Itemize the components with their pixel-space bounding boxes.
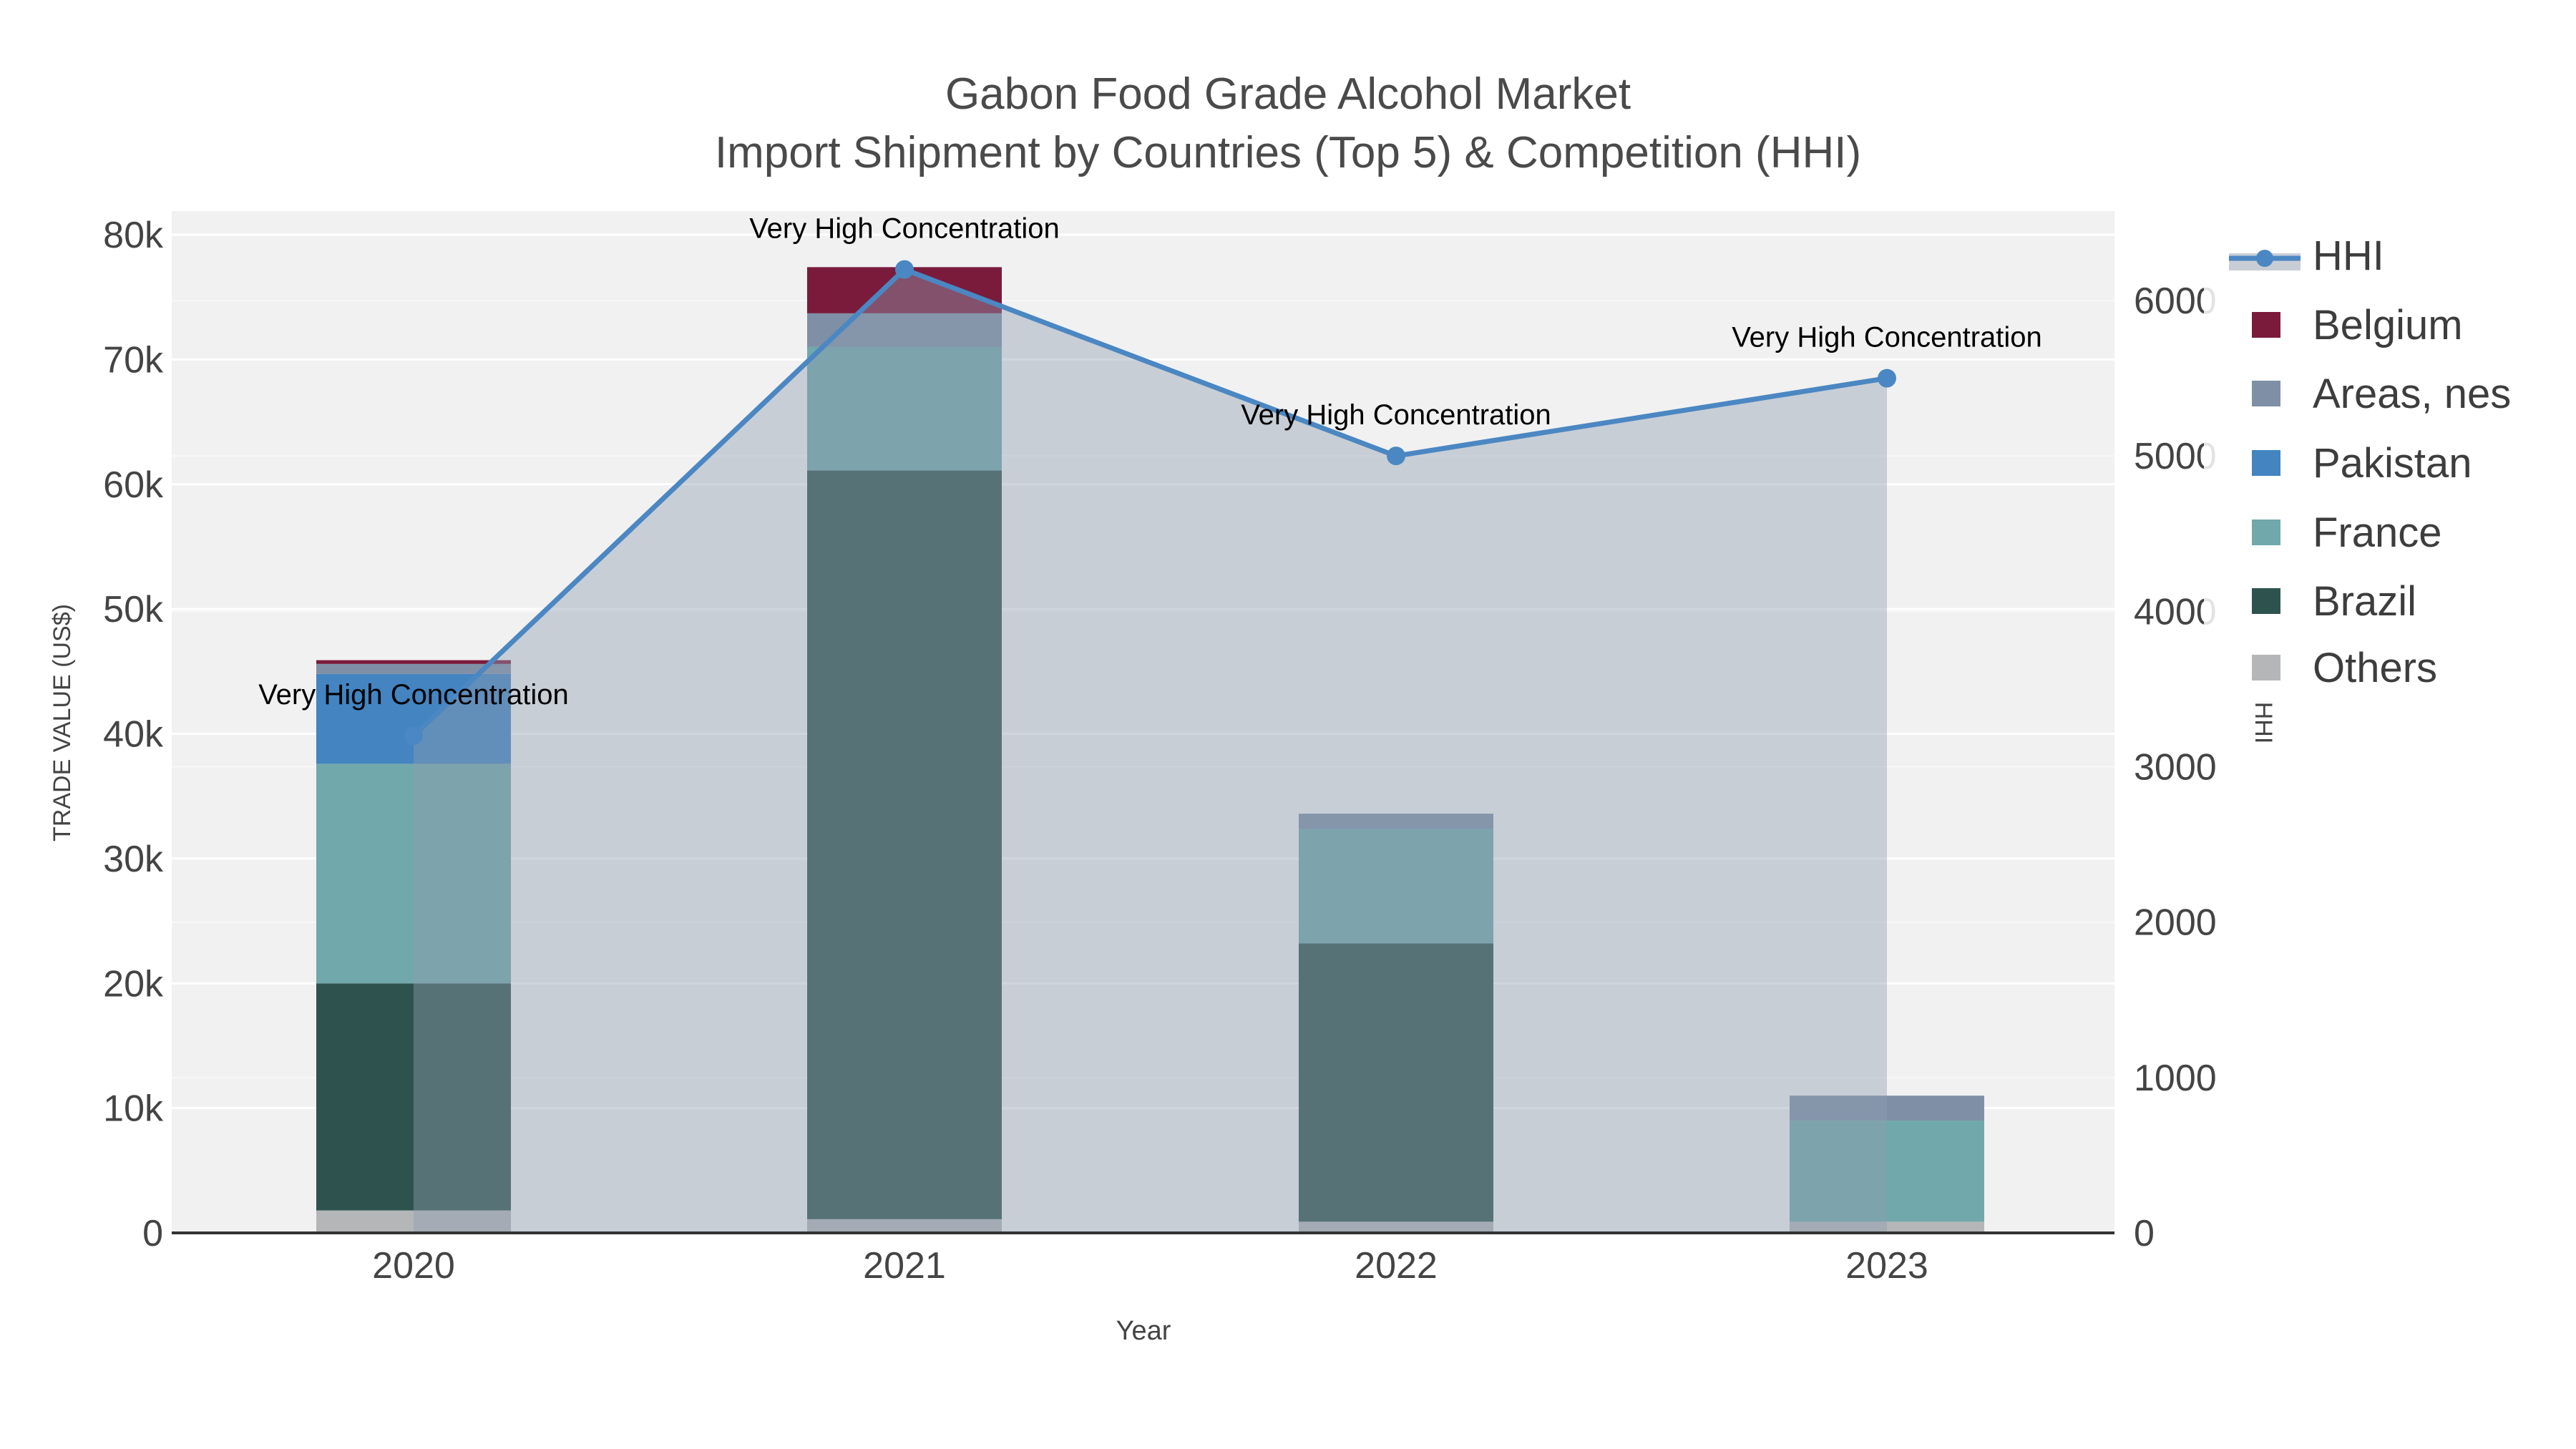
annotation-2020: Very High Concentration <box>258 679 569 711</box>
legend-label-hhi: HHI <box>2313 233 2384 279</box>
hhi-marker-2021[interactable] <box>895 260 914 279</box>
bar-segment-france-2021[interactable] <box>807 346 1002 471</box>
y-right-tick-5000: 5000 <box>2134 436 2217 477</box>
y-right-tick-1000: 1000 <box>2134 1058 2217 1099</box>
bar-segment-areas-nes-2020[interactable] <box>316 663 511 674</box>
legend-swatch-areas-nes <box>2252 381 2280 406</box>
y-right-axis-title: HHI <box>2250 702 2277 744</box>
y-right-tick-4000: 4000 <box>2134 591 2217 633</box>
legend-label-areas-nes: Areas, nes <box>2313 371 2511 417</box>
y-left-tick-30k: 30k <box>103 839 164 880</box>
legend-item-belgium[interactable]: Belgium <box>2252 302 2463 348</box>
x-tick-2020: 2020 <box>372 1245 455 1287</box>
legend-item-france[interactable]: France <box>2252 509 2442 556</box>
legend-label-belgium: Belgium <box>2313 302 2463 348</box>
bar-segment-france-2023[interactable] <box>1790 1121 1984 1222</box>
legend-swatch-pakistan <box>2252 450 2280 476</box>
bar-segment-areas-nes-2022[interactable] <box>1299 814 1493 829</box>
y-right-tick-6000: 6000 <box>2134 280 2217 322</box>
legend-item-brazil[interactable]: Brazil <box>2252 578 2416 625</box>
legend-item-others[interactable]: Others <box>2252 645 2437 691</box>
y-right-tick-2000: 2000 <box>2134 902 2217 944</box>
y-left-tick-80k: 80k <box>103 215 164 256</box>
y-left-tick-40k: 40k <box>103 714 164 756</box>
bar-segment-brazil-2022[interactable] <box>1299 943 1493 1222</box>
bar-segment-others-2022[interactable] <box>1299 1221 1493 1233</box>
x-axis-title: Year <box>1116 1316 1171 1346</box>
hhi-area-fill <box>414 269 1887 1234</box>
bar-segment-areas-nes-2023[interactable] <box>1790 1096 1984 1121</box>
y-left-tick-10k: 10k <box>103 1088 164 1130</box>
x-tick-2022: 2022 <box>1355 1245 1438 1287</box>
hhi-marker-2020[interactable] <box>404 726 423 746</box>
legend-label-others: Others <box>2313 645 2437 691</box>
bar-segment-pakistan-2020[interactable] <box>316 673 511 764</box>
annotation-2021: Very High Concentration <box>749 213 1060 245</box>
bar-segment-others-2021[interactable] <box>807 1219 1002 1233</box>
annotation-2022: Very High Concentration <box>1241 399 1551 431</box>
y-left-tick-0: 0 <box>142 1213 163 1254</box>
y-left-tick-60k: 60k <box>103 464 164 506</box>
legend-item-areas-nes[interactable]: Areas, nes <box>2252 371 2511 417</box>
legend-label-pakistan: Pakistan <box>2313 440 2472 487</box>
bar-segment-france-2022[interactable] <box>1299 829 1493 944</box>
annotation-2023: Very High Concentration <box>1732 322 2042 353</box>
legend-item-pakistan[interactable]: Pakistan <box>2252 440 2472 487</box>
legend-swatch-brazil <box>2252 588 2280 614</box>
hhi-line[interactable] <box>411 266 1888 738</box>
bar-segment-others-2020[interactable] <box>316 1210 511 1233</box>
bar-segment-others-2023[interactable] <box>1790 1221 1984 1233</box>
y-left-tick-50k: 50k <box>103 589 164 630</box>
y-left-tick-70k: 70k <box>103 339 164 381</box>
x-tick-2021: 2021 <box>863 1245 946 1287</box>
legend-swatch-belgium <box>2252 312 2280 338</box>
bar-segment-brazil-2020[interactable] <box>316 983 511 1211</box>
legend-hhi-marker <box>2256 250 2273 267</box>
legend-swatch-france <box>2252 519 2280 545</box>
x-tick-2023: 2023 <box>1845 1245 1928 1287</box>
bar-segment-belgium-2020[interactable] <box>316 660 511 664</box>
bar-segment-france-2020[interactable] <box>316 763 511 984</box>
hhi-marker-2022[interactable] <box>1387 447 1405 466</box>
y-left-tick-20k: 20k <box>103 963 164 1005</box>
legend-swatch-others <box>2252 655 2280 680</box>
y-right-tick-3000: 3000 <box>2134 747 2217 789</box>
legend-label-france: France <box>2313 509 2442 556</box>
y-left-axis-title: TRADE VALUE (US$) <box>49 604 76 841</box>
bar-segment-brazil-2021[interactable] <box>807 470 1002 1219</box>
hhi-marker-2023[interactable] <box>1878 369 1896 388</box>
legend-item-hhi[interactable]: HHI <box>2229 233 2384 279</box>
y-right-tick-0: 0 <box>2134 1213 2155 1254</box>
legend-label-brazil: Brazil <box>2313 578 2416 625</box>
